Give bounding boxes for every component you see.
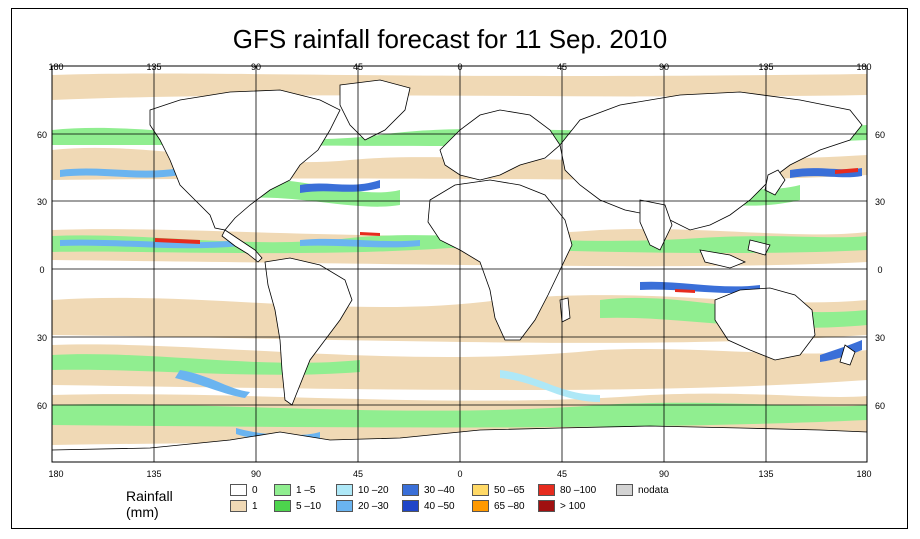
legend-label: 5 –10 (296, 501, 322, 512)
graticule (52, 66, 867, 462)
legend-swatch (472, 500, 489, 512)
legend-swatch (538, 500, 555, 512)
top-lon-label: 135 (146, 62, 161, 72)
legend-label: 50 –65 (494, 485, 525, 496)
left-lat-label: 30 (37, 197, 47, 207)
legend-label: nodata (638, 485, 669, 496)
rain-band (175, 370, 250, 398)
legend-swatch (472, 484, 489, 496)
right-lat-label: 60 (875, 130, 885, 140)
top-lon-label: 0 (457, 62, 462, 72)
legend-label: 10 –20 (358, 485, 389, 496)
bottom-lon-label: 180 (48, 469, 63, 479)
legend-swatch (402, 500, 419, 512)
legend-swatch (274, 500, 291, 512)
bottom-lon-label: 90 (659, 469, 669, 479)
bottom-lon-label: 0 (457, 469, 462, 479)
south-america (264, 257, 353, 406)
rain-band (820, 340, 862, 362)
top-lon-label: 180 (48, 62, 63, 72)
north-america (149, 89, 341, 231)
top-lon-label: 45 (557, 62, 567, 72)
rain-band (155, 238, 200, 244)
legend-swatch (402, 484, 419, 496)
legend-label: 1 (252, 501, 258, 512)
map-title: GFS rainfall forecast for 11 Sep. 2010 (232, 24, 668, 54)
japan (764, 169, 786, 196)
europe (439, 109, 561, 181)
bottom-lon-label: 90 (251, 469, 261, 479)
right-lat-label: 60 (875, 401, 885, 411)
top-lon-label: 180 (856, 62, 871, 72)
indonesia (699, 249, 747, 269)
rain-band (675, 289, 695, 293)
legend-label: > 100 (560, 501, 586, 512)
legend-label: 80 –100 (560, 485, 597, 496)
legend-swatch (336, 484, 353, 496)
legend-label: 1 –5 (296, 485, 316, 496)
left-lat-label: 60 (37, 130, 47, 140)
legend-label: 20 –30 (358, 501, 389, 512)
legend-label: 65 –80 (494, 501, 525, 512)
legend-swatch (538, 484, 555, 496)
rain-band (60, 239, 240, 249)
legend-label: 0 (252, 485, 258, 496)
map-border (51, 65, 868, 463)
rain-band (360, 232, 380, 236)
figure-frame (11, 8, 908, 529)
left-lat-label: 0 (39, 265, 44, 275)
axis-ticks: 180 135 90 45 0 45 90 135 180 180 135 90… (37, 62, 885, 479)
rain-band (300, 238, 420, 248)
legend-swatch (616, 484, 633, 496)
legend-swatch (336, 500, 353, 512)
rain-band (640, 281, 760, 294)
bottom-lon-label: 45 (353, 469, 363, 479)
bottom-lon-label: 180 (856, 469, 871, 479)
top-lon-label: 90 (251, 62, 261, 72)
top-lon-label: 135 (758, 62, 773, 72)
legend-title: Rainfall (mm) (126, 488, 173, 520)
rain-band (250, 179, 400, 207)
right-lat-label: 30 (875, 197, 885, 207)
borneo (747, 239, 771, 256)
left-lat-label: 30 (37, 333, 47, 343)
new-zealand (839, 344, 856, 366)
legend-swatch (230, 500, 247, 512)
legend-label: 40 –50 (424, 501, 455, 512)
left-lat-label: 60 (37, 401, 47, 411)
bottom-lon-label: 135 (758, 469, 773, 479)
legend-swatch (274, 484, 291, 496)
right-lat-label: 30 (875, 333, 885, 343)
top-lon-label: 90 (659, 62, 669, 72)
greenland (339, 79, 411, 141)
top-lon-label: 45 (353, 62, 363, 72)
legend-label: 30 –40 (424, 485, 455, 496)
bottom-lon-label: 45 (557, 469, 567, 479)
right-lat-label: 0 (877, 265, 882, 275)
rain-band (60, 168, 180, 178)
legend-swatch (230, 484, 247, 496)
rain-band (300, 180, 380, 193)
rain-band (500, 370, 600, 402)
rain-band (835, 168, 858, 174)
central-america (221, 229, 263, 263)
madagascar (559, 297, 571, 323)
bottom-lon-label: 135 (146, 469, 161, 479)
